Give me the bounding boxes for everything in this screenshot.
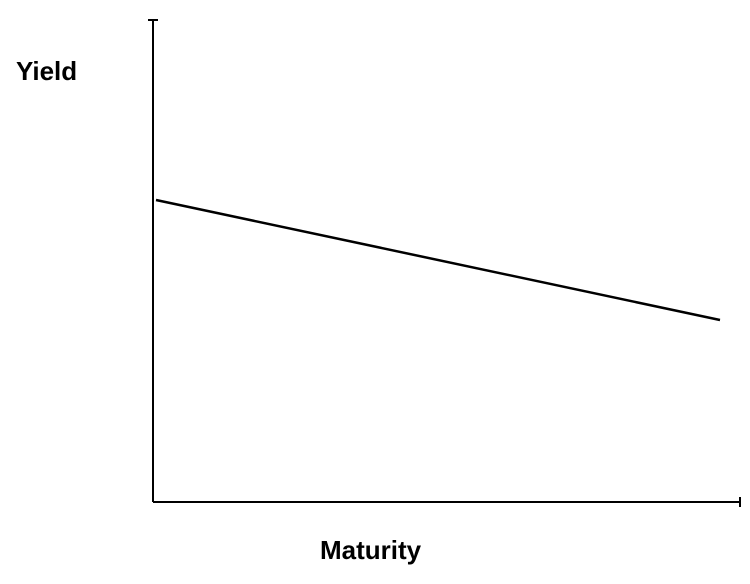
x-axis-label: Maturity <box>320 535 421 566</box>
chart-svg <box>0 0 750 579</box>
y-axis-label: Yield <box>16 56 77 87</box>
yield-curve-chart: Yield Maturity <box>0 0 750 579</box>
